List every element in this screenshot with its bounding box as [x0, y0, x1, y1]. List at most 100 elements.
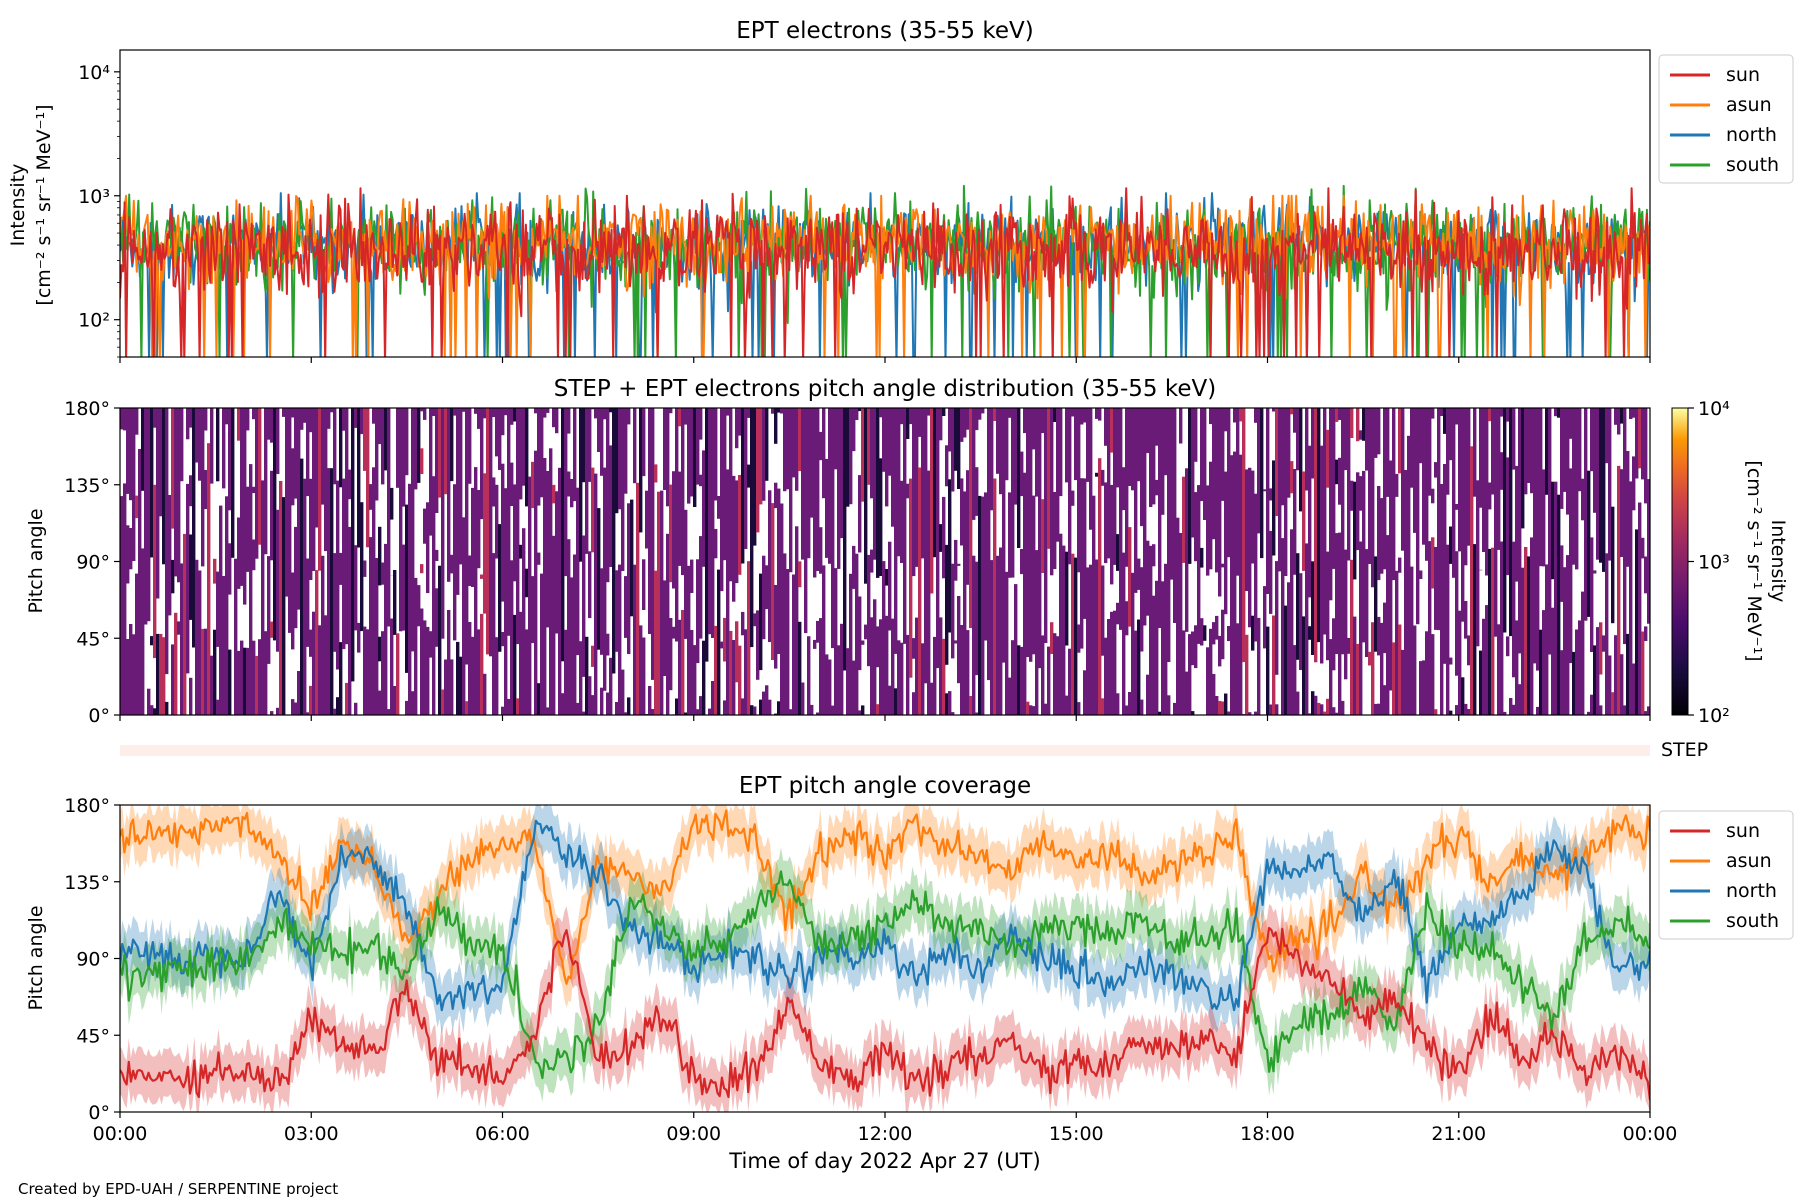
- heatmap-cell: [414, 577, 418, 715]
- heatmap-cell: [648, 408, 652, 634]
- heatmap-cell: [918, 467, 922, 715]
- heatmap-cell: [1431, 408, 1435, 419]
- heatmap-cell: [432, 476, 436, 715]
- heatmap-cell: [279, 481, 283, 715]
- heatmap-cell: [1386, 535, 1390, 715]
- heatmap-cell: [1473, 544, 1477, 715]
- heatmap-cell: [648, 686, 652, 715]
- heatmap-cell: [957, 563, 961, 566]
- heatmap-cell: [945, 693, 949, 715]
- heatmap-cell: [1272, 460, 1276, 556]
- heatmap-cell: [1344, 549, 1348, 680]
- heatmap-cell: [708, 408, 712, 635]
- heatmap-cell: [1605, 408, 1609, 464]
- heatmap-cell: [237, 650, 241, 715]
- y-tick-label: 0°: [88, 1102, 110, 1124]
- panel1-yaxis: 10² 10³ 10⁴: [78, 62, 120, 358]
- heatmap-cell: [1104, 637, 1108, 715]
- heatmap-cell: [1032, 706, 1036, 715]
- heatmap-cell: [831, 408, 835, 649]
- heatmap-cell: [1242, 408, 1246, 663]
- heatmap-cell: [591, 645, 595, 667]
- heatmap-cell: [903, 408, 907, 644]
- heatmap-cell: [423, 408, 427, 420]
- heatmap-cell: [504, 488, 508, 715]
- heatmap-cell: [981, 408, 985, 414]
- heatmap-cell: [1512, 408, 1516, 470]
- heatmap-cell: [465, 701, 469, 715]
- heatmap-cell: [147, 408, 151, 622]
- heatmap-cell: [579, 641, 583, 715]
- heatmap-cell: [387, 709, 391, 715]
- heatmap-cell: [441, 689, 445, 715]
- heatmap-cell: [327, 408, 331, 429]
- heatmap-cell: [222, 408, 226, 489]
- heatmap-cell: [870, 549, 874, 573]
- heatmap-cell: [855, 553, 859, 715]
- heatmap-cell: [909, 408, 913, 425]
- heatmap-cell: [774, 482, 778, 509]
- heatmap-cell: [1302, 471, 1306, 571]
- heatmap-cell: [1179, 408, 1183, 444]
- heatmap-cell: [894, 408, 898, 654]
- heatmap-cell: [426, 626, 430, 715]
- heatmap-cell: [675, 698, 679, 715]
- heatmap-cell: [1212, 622, 1216, 645]
- heatmap-cell: [768, 490, 772, 642]
- heatmap-cell: [384, 543, 388, 715]
- heatmap-cell: [1524, 408, 1528, 495]
- heatmap-cell: [1029, 705, 1033, 715]
- heatmap-cell: [459, 656, 463, 715]
- heatmap-cell: [840, 408, 844, 539]
- heatmap-cell: [453, 484, 457, 641]
- heatmap-cell: [1035, 408, 1039, 497]
- legend-north-label: north: [1726, 124, 1777, 146]
- heatmap-cell: [1587, 470, 1591, 617]
- heatmap-cell: [270, 711, 274, 715]
- heatmap-cell: [849, 408, 853, 505]
- heatmap-cell: [654, 464, 658, 483]
- heatmap-cell: [375, 408, 379, 501]
- heatmap-cell: [1110, 611, 1114, 715]
- heatmap-cell: [1389, 460, 1393, 691]
- heatmap-cell: [540, 573, 544, 715]
- heatmap-cell: [480, 574, 484, 579]
- heatmap-cell: [1227, 711, 1231, 715]
- heatmap-cell: [1563, 408, 1567, 492]
- heatmap-cell: [879, 408, 883, 418]
- heatmap-cell: [1251, 470, 1255, 564]
- heatmap-cell: [471, 487, 475, 587]
- heatmap-cell: [1065, 695, 1069, 715]
- heatmap-cell: [660, 490, 664, 715]
- heatmap-cell: [1194, 492, 1198, 562]
- heatmap-cell: [216, 408, 220, 482]
- heatmap-cell: [1326, 698, 1330, 715]
- heatmap-cell: [1623, 705, 1627, 715]
- heatmap-cell: [1083, 670, 1087, 715]
- heatmap-cell: [1560, 408, 1564, 509]
- heatmap-cell: [975, 408, 979, 431]
- heatmap-cell: [1101, 565, 1105, 656]
- heatmap-cell: [1209, 628, 1213, 715]
- heatmap-cell: [1173, 702, 1177, 715]
- heatmap-cell: [507, 408, 511, 636]
- heatmap-cell: [1125, 408, 1129, 567]
- heatmap-cell: [1443, 408, 1447, 434]
- heatmap-cell: [1098, 458, 1102, 715]
- heatmap-cell: [672, 626, 676, 639]
- heatmap-cell: [1392, 642, 1396, 715]
- heatmap-cell: [1212, 674, 1216, 715]
- heatmap-cell: [825, 654, 829, 715]
- heatmap-cell: [1149, 408, 1153, 507]
- heatmap-cell: [1065, 551, 1069, 646]
- heatmap-cell: [1425, 408, 1429, 561]
- heatmap-cell: [303, 408, 307, 423]
- heatmap-cell: [396, 633, 400, 715]
- heatmap-cell: [1161, 408, 1165, 515]
- heatmap-cell: [153, 408, 157, 428]
- heatmap-cell: [1140, 567, 1144, 652]
- heatmap-cell: [978, 408, 982, 420]
- heatmap-cell: [1518, 408, 1522, 654]
- heatmap-cell: [1473, 408, 1477, 497]
- panel1-ylabel-units: [cm⁻² s⁻¹ sr⁻¹ MeV⁻¹]: [33, 104, 55, 305]
